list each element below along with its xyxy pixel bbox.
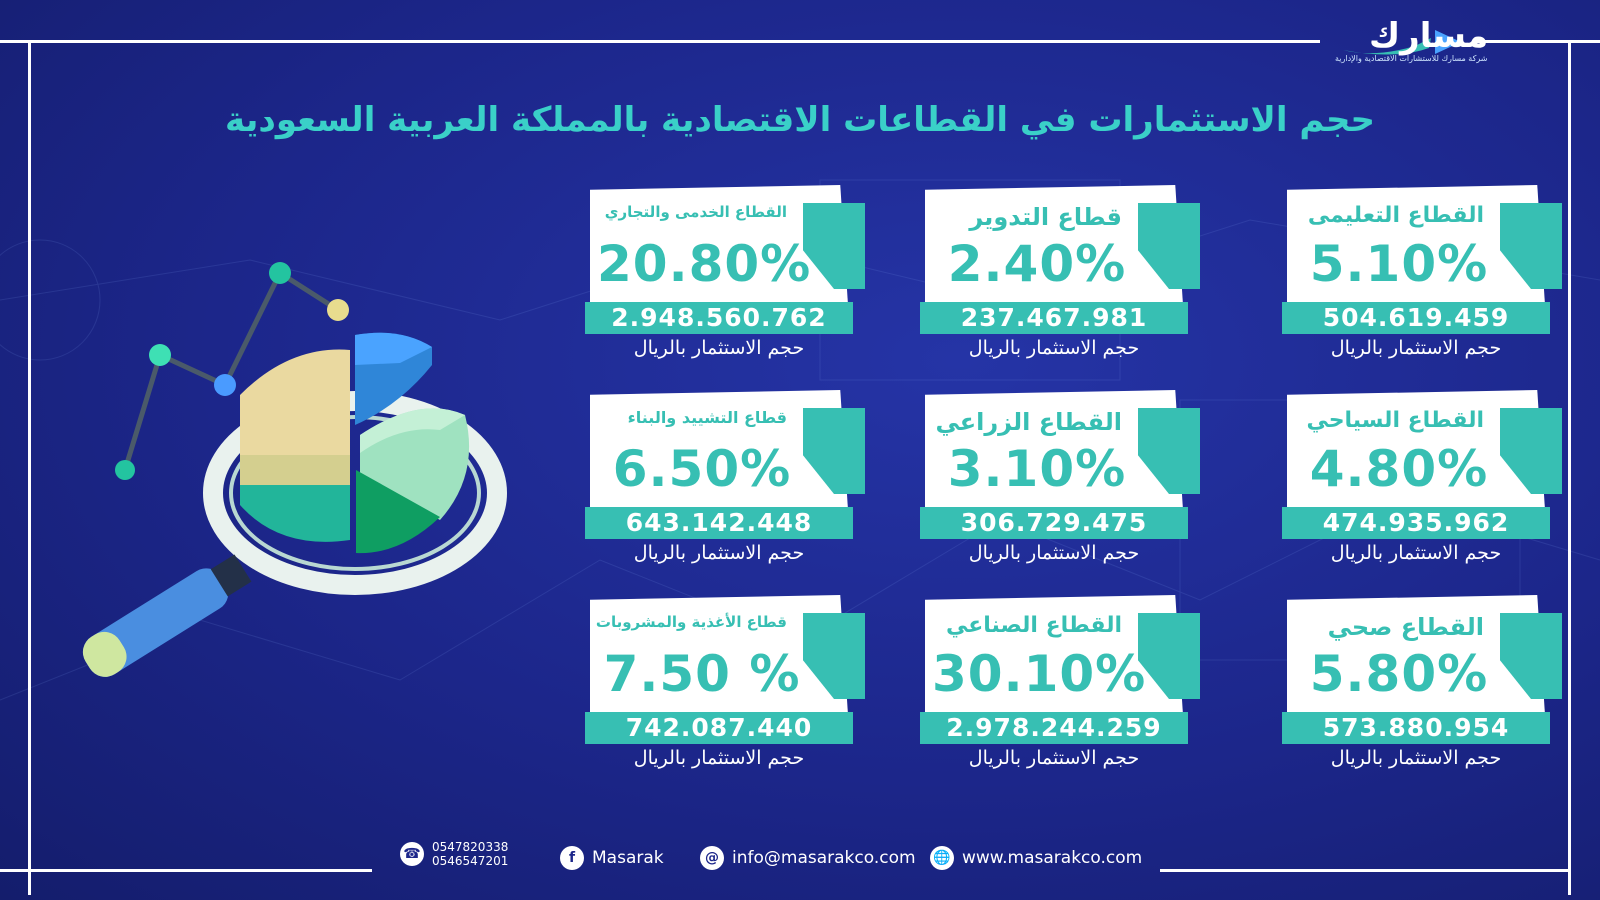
sector-card: قطاع التشييد والبناء 6.50% 643.142.448 حجم … (585, 390, 865, 575)
sector-card: القطاع صحي 5.80% 573.880.954 حجم الاستثمار … (1282, 595, 1562, 780)
sector-percent: 3.10% (947, 440, 1127, 498)
sector-amount: 643.142.448 (625, 508, 813, 537)
investment-label: حجم الاستثمار بالريال (1330, 747, 1502, 769)
masarak-logo: مسارك شركة مسارك للاستشارات الاقتصادية و… (1335, 14, 1488, 66)
sector-name: القطاع التعليمى (1307, 203, 1484, 228)
sector-percent: 5.10% (1309, 235, 1489, 293)
sector-percent: 20.80% (597, 235, 812, 293)
logo-subtitle: شركة مسارك للاستشارات الاقتصادية والإدار… (1335, 54, 1488, 63)
sector-percent: 30.10% (932, 645, 1147, 703)
sector-percent: 5.80% (1309, 645, 1489, 703)
investment-label: حجم الاستثمار بالريال (1330, 337, 1502, 359)
sector-name: قطاع التدوير (969, 203, 1122, 231)
sector-name: القطاع الخدمى والتجاري (604, 203, 787, 221)
frame-left (28, 40, 31, 895)
frame-top-left (0, 40, 1320, 43)
sector-card: قطاع التدوير 2.40% 237.467.981 حجم الاستثما… (920, 185, 1200, 370)
sector-percent: 7.50 % (603, 645, 801, 703)
sector-amount: 2.978.244.259 (946, 713, 1162, 742)
sector-card: القطاع الزراعي 3.10% 306.729.475 حجم الاستث… (920, 390, 1200, 575)
globe-icon: 🌐 (930, 846, 954, 870)
sector-name: القطاع السياحي (1306, 408, 1484, 433)
investment-label: حجم الاستثمار بالريال (968, 542, 1140, 564)
frame-top-right (1475, 40, 1600, 43)
sector-card: القطاع التعليمى 5.10% 504.619.459 حجم الاست… (1282, 185, 1562, 370)
amount-bar (1282, 507, 1550, 539)
footer-website[interactable]: 🌐 www.masarakco.com (930, 846, 1142, 870)
facebook-handle[interactable]: Masarak (592, 848, 664, 868)
sector-amount: 742.087.440 (625, 713, 813, 742)
frame-bottom-right (1160, 869, 1570, 872)
footer-phones: ☎ 0547820338 0546547201 (400, 840, 508, 868)
sector-card: قطاع الأغذية والمشروبات 7.50 % 742.087.440… (585, 595, 865, 780)
email-icon: @ (700, 846, 724, 870)
sector-card: القطاع السياحي 4.80% 474.935.962 حجم الاستث… (1282, 390, 1562, 575)
sector-amount: 504.619.459 (1322, 303, 1510, 332)
sector-percent: 2.40% (947, 235, 1127, 293)
facebook-icon: f (560, 846, 584, 870)
footer-facebook[interactable]: f Masarak (560, 846, 664, 870)
footer-email[interactable]: @ info@masarakco.com (700, 846, 916, 870)
email-link[interactable]: info@masarakco.com (732, 848, 916, 868)
page-title: حجم الاستثمارات في القطاعات الاقتصادية ب… (224, 100, 1375, 140)
website-link[interactable]: www.masarakco.com (962, 848, 1143, 868)
sector-amount: 573.880.954 (1322, 713, 1510, 742)
sector-percent: 4.80% (1309, 440, 1489, 498)
investment-label: حجم الاستثمار بالريال (633, 747, 805, 769)
amount-bar (1282, 302, 1550, 334)
amount-bar (585, 712, 853, 744)
investment-label: حجم الاستثمار بالريال (633, 542, 805, 564)
amount-bar (585, 507, 853, 539)
amount-bar (920, 507, 1188, 539)
amount-bar (920, 712, 1188, 744)
sector-amount: 474.935.962 (1322, 508, 1510, 537)
phone-number-2[interactable]: 0546547201 (432, 854, 509, 868)
sector-card: القطاع الصناعي 30.10% 2.978.244.259 حجم الا… (920, 595, 1200, 780)
sector-name: قطاع الأغذية والمشروبات (595, 613, 787, 631)
logo-swoosh-icon (1343, 30, 1461, 55)
sector-amount: 2.948.560.762 (611, 303, 827, 332)
phone-number-1[interactable]: 0547820338 (432, 840, 509, 854)
sector-name: القطاع الصناعي (945, 613, 1122, 638)
sector-name: القطاع الزراعي (935, 408, 1122, 436)
sector-name: قطاع التشييد والبناء (627, 408, 787, 427)
amount-bar (920, 302, 1188, 334)
investment-label: حجم الاستثمار بالريال (968, 747, 1140, 769)
sector-card: القطاع الخدمى والتجاري 20.80% 2.948.560.76… (585, 185, 865, 370)
frame-right (1568, 40, 1571, 895)
pie-chart-magnifier-illustration (82, 262, 507, 677)
investment-label: حجم الاستثمار بالريال (633, 337, 805, 359)
frame-bottom-left (0, 869, 372, 872)
investment-label: حجم الاستثمار بالريال (1330, 542, 1502, 564)
amount-bar (1282, 712, 1550, 744)
footer: ☎ 0547820338 0546547201 f Masarak @ info… (0, 840, 1600, 882)
sector-percent: 6.50% (612, 440, 792, 498)
sector-amount: 237.467.981 (960, 303, 1148, 332)
amount-bar (585, 302, 853, 334)
phone-icon: ☎ (400, 842, 424, 866)
sector-name: القطاع صحي (1327, 613, 1484, 641)
investment-label: حجم الاستثمار بالريال (968, 337, 1140, 359)
logo-text: مسارك (1369, 16, 1489, 56)
sector-amount: 306.729.475 (960, 508, 1148, 537)
